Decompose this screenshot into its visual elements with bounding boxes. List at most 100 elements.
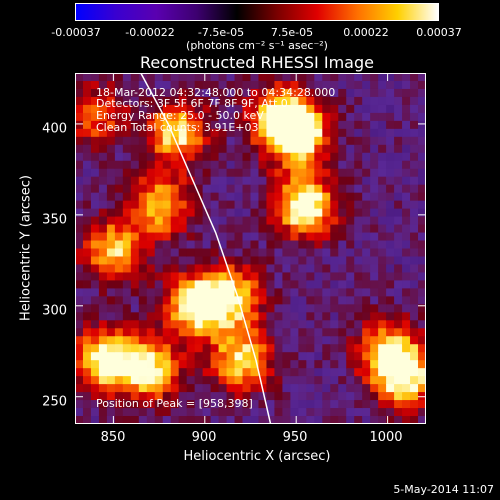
heatmap-cell [266, 216, 276, 226]
heatmap-cell [282, 104, 291, 114]
y-tick-label: 250 [42, 394, 67, 410]
heatmap-cell [410, 176, 419, 186]
heatmap-cell [370, 168, 379, 178]
heatmap-cell [178, 144, 188, 154]
heatmap-cell [154, 192, 164, 202]
heatmap-cell [250, 296, 260, 305]
heatmap-cell [162, 336, 172, 345]
heatmap-cell [75, 88, 84, 98]
heatmap-cell [242, 80, 252, 90]
heatmap-cell [354, 304, 363, 313]
plot-frame [75, 73, 426, 424]
heatmap-cell [130, 296, 140, 305]
heatmap-cell [138, 200, 148, 210]
heatmap-cell [114, 88, 124, 98]
heatmap-cell [378, 352, 387, 361]
heatmap-cell [402, 168, 411, 178]
heatmap-cell [418, 416, 426, 424]
heatmap-cell [106, 120, 116, 130]
heatmap-cell [362, 144, 371, 154]
heatmap-cell [394, 104, 403, 114]
heatmap-cell [154, 80, 164, 90]
heatmap-cell [402, 200, 411, 210]
heatmap-cell [362, 240, 371, 250]
heatmap-cell [418, 384, 426, 393]
heatmap-cell [266, 96, 276, 106]
heatmap-cell [338, 384, 347, 393]
heatmap-cell [146, 368, 156, 377]
heatmap-cell [226, 120, 236, 130]
heatmap-cell [194, 264, 204, 274]
heatmap-cell [306, 192, 315, 202]
heatmap-cell [370, 152, 379, 162]
heatmap-cell [202, 168, 212, 178]
heatmap-cell [354, 400, 363, 409]
heatmap-cell [146, 216, 156, 226]
heatmap-cell [314, 296, 323, 305]
heatmap-cell [82, 232, 92, 242]
heatmap-cell [98, 88, 108, 98]
heatmap-cell [250, 304, 260, 313]
heatmap-cell [250, 80, 260, 90]
heatmap-cell [394, 416, 403, 424]
heatmap-cell [242, 272, 252, 282]
heatmap-cell [242, 320, 252, 329]
heatmap-cell [362, 160, 371, 170]
heatmap-cell [346, 104, 355, 114]
heatmap-cell [202, 288, 212, 297]
heatmap-cell [82, 96, 92, 106]
heatmap-cell [258, 352, 268, 361]
heatmap-cell [394, 184, 403, 194]
heatmap-cell [234, 240, 244, 250]
heatmap-cell [106, 288, 116, 297]
heatmap-cell [186, 120, 196, 130]
heatmap-cell [98, 112, 108, 122]
heatmap-cell [82, 336, 92, 345]
heatmap-cell [306, 368, 315, 377]
heatmap-cell [338, 288, 347, 297]
heatmap-cell [106, 248, 116, 258]
heatmap-cell [186, 192, 196, 202]
heatmap-cell [266, 152, 276, 162]
heatmap-cell [178, 200, 188, 210]
heatmap-cell [370, 160, 379, 170]
heatmap-cell [210, 104, 220, 114]
heatmap-cell [202, 312, 212, 321]
heatmap-cell [258, 400, 268, 409]
heatmap-cell [282, 304, 291, 313]
heatmap-cell [298, 112, 307, 122]
heatmap-cell [210, 216, 220, 226]
heatmap-cell [258, 312, 268, 321]
heatmap-cell [234, 112, 244, 122]
heatmap-cell [402, 88, 411, 98]
heatmap-cell [306, 272, 315, 282]
heatmap-cell [98, 400, 108, 409]
heatmap-cell [338, 400, 347, 409]
heatmap-cell [298, 120, 307, 130]
heatmap-cell [402, 192, 411, 202]
heatmap-cell [106, 256, 116, 266]
heatmap-cell [218, 328, 228, 337]
heatmap-cell [410, 264, 419, 274]
heatmap-cell [314, 240, 323, 250]
heatmap-cell [218, 176, 228, 186]
heatmap-cell [402, 232, 411, 242]
heatmap-cell [386, 296, 395, 305]
heatmap-cell [226, 384, 236, 393]
heatmap-cell [258, 112, 268, 122]
heatmap-cell [130, 152, 140, 162]
heatmap-cell [282, 344, 291, 353]
heatmap-cell [282, 264, 291, 274]
heatmap-cell [322, 120, 331, 130]
heatmap-cell [202, 328, 212, 337]
heatmap-cell [298, 392, 307, 401]
heatmap-cell [314, 128, 323, 138]
heatmap-cell [386, 288, 395, 297]
heatmap-cell [75, 400, 84, 409]
heatmap-cell [258, 376, 268, 385]
heatmap-cell [418, 360, 426, 369]
heatmap-cell [218, 256, 228, 266]
heatmap-cell [194, 360, 204, 369]
heatmap-cell [274, 200, 284, 210]
heatmap-cell [90, 336, 100, 345]
